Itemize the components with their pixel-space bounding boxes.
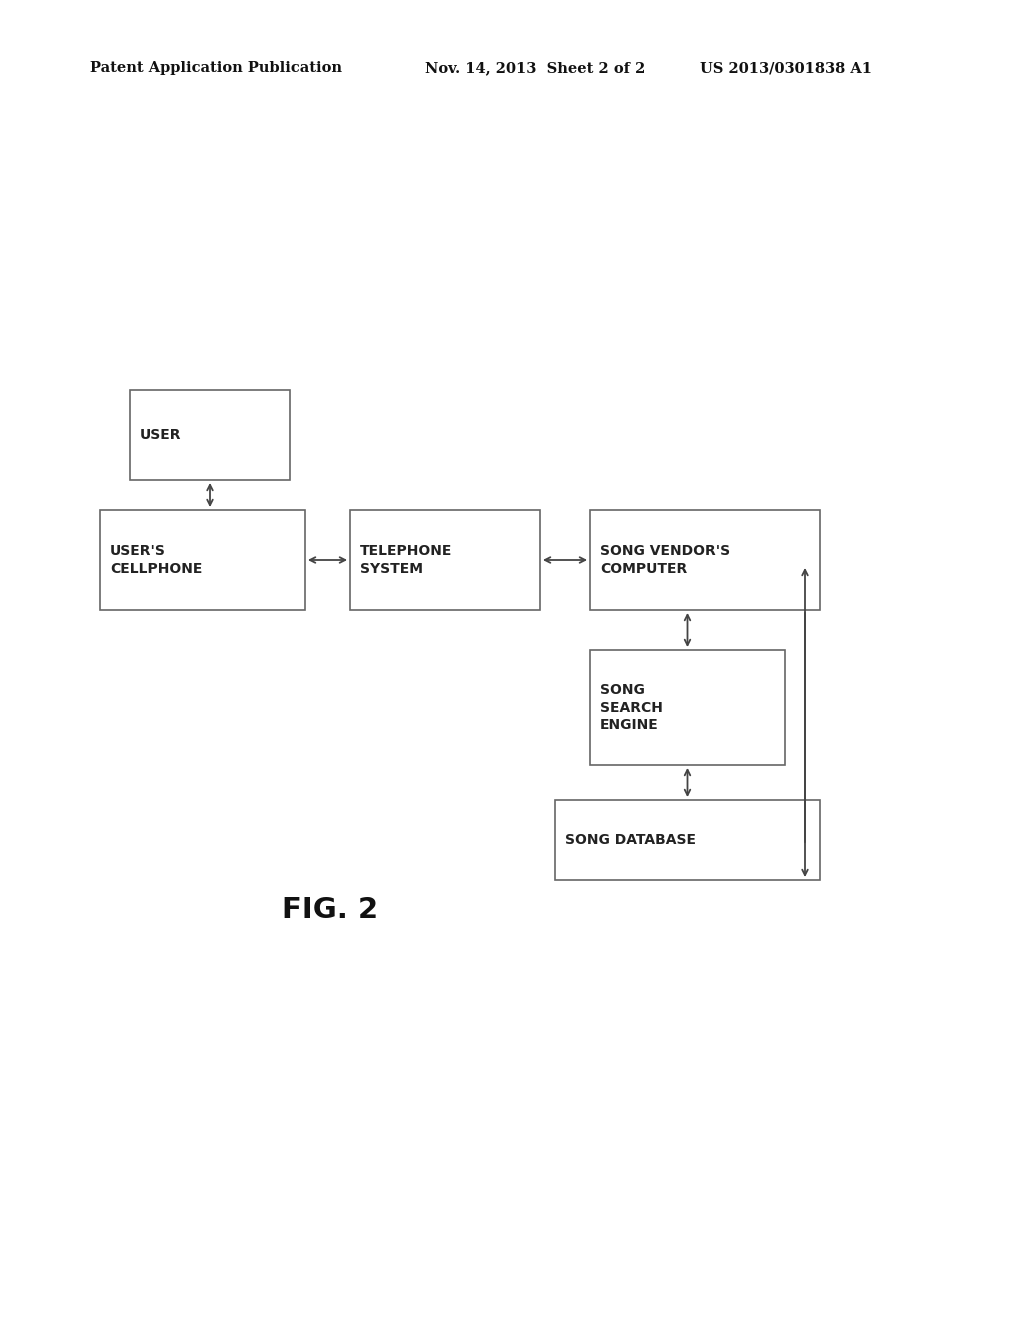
Text: SONG VENDOR'S
COMPUTER: SONG VENDOR'S COMPUTER [600, 544, 730, 576]
FancyArrowPatch shape [685, 615, 690, 645]
Text: FIG. 2: FIG. 2 [282, 896, 378, 924]
Text: TELEPHONE
SYSTEM: TELEPHONE SYSTEM [360, 544, 453, 576]
FancyArrowPatch shape [310, 557, 345, 562]
Text: USER: USER [140, 428, 181, 442]
Text: Patent Application Publication: Patent Application Publication [90, 61, 342, 75]
FancyArrowPatch shape [802, 612, 808, 875]
Text: US 2013/0301838 A1: US 2013/0301838 A1 [700, 61, 872, 75]
Text: Nov. 14, 2013  Sheet 2 of 2: Nov. 14, 2013 Sheet 2 of 2 [425, 61, 645, 75]
Bar [100, 510, 305, 610]
Bar [350, 510, 540, 610]
Text: SONG DATABASE: SONG DATABASE [565, 833, 696, 847]
FancyArrowPatch shape [685, 770, 690, 795]
Bar [130, 389, 290, 480]
FancyArrowPatch shape [207, 484, 213, 506]
Bar [590, 649, 785, 766]
FancyArrowPatch shape [802, 570, 808, 842]
Bar [555, 800, 820, 880]
Bar [590, 510, 820, 610]
Text: USER'S
CELLPHONE: USER'S CELLPHONE [110, 544, 203, 576]
FancyArrowPatch shape [545, 557, 585, 562]
Text: SONG
SEARCH
ENGINE: SONG SEARCH ENGINE [600, 684, 663, 731]
